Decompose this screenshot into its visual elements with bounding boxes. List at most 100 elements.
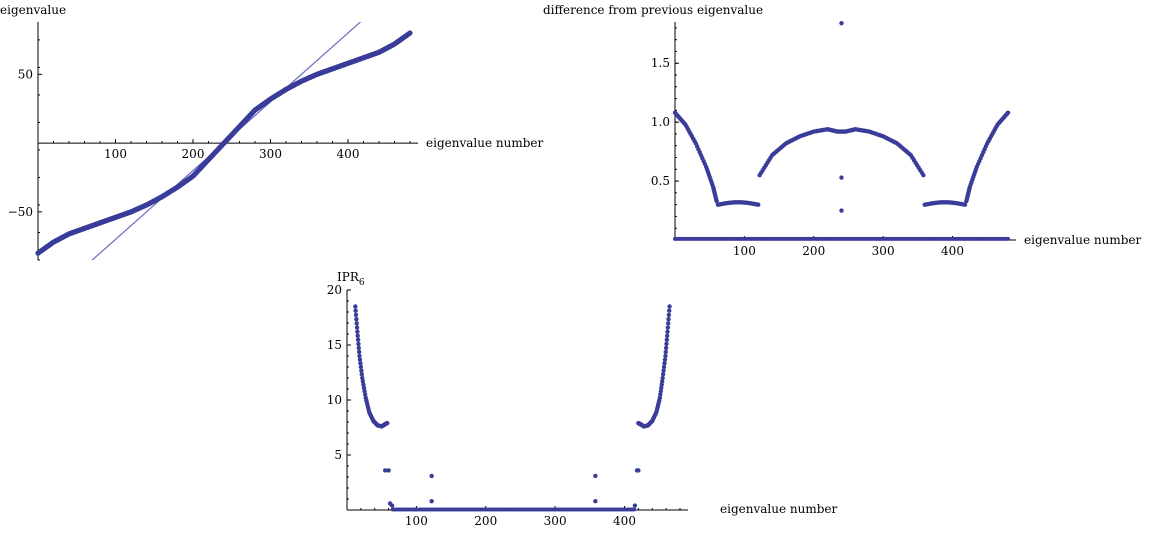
- data-point: [660, 375, 665, 381]
- data-point: [714, 198, 719, 204]
- plot1-xlabel: eigenvalue number: [426, 136, 543, 150]
- data-point: [359, 368, 364, 373]
- data-point: [658, 392, 663, 397]
- data-point: [636, 468, 641, 473]
- x-tick-label: 400: [613, 514, 636, 528]
- x-tick-label: 200: [474, 514, 497, 528]
- data-point: [659, 382, 664, 387]
- data-point: [360, 375, 365, 381]
- data-point: [389, 503, 395, 508]
- plot3-ticks: 100 200 300 400 5 10 15 20: [327, 283, 681, 528]
- x-tick-label: 200: [802, 244, 825, 258]
- data-point: [356, 345, 361, 351]
- data-point: [356, 349, 362, 355]
- y-tick-label: 10: [327, 393, 342, 407]
- data-point: [382, 468, 388, 473]
- eigenvalue-plot: 100 200 300 400 −50 50 eigenvalue eigenvalue …: [0, 3, 543, 261]
- data-point: [358, 364, 364, 370]
- x-tick-label: 100: [405, 514, 428, 528]
- data-point: [662, 357, 668, 362]
- data-point: [359, 372, 364, 377]
- plot3-marks: [353, 304, 672, 512]
- data-point: [386, 468, 391, 473]
- data-point: [666, 316, 671, 322]
- data-point: [663, 353, 668, 359]
- data-point: [661, 364, 667, 370]
- data-point: [407, 30, 413, 36]
- data-point: [385, 420, 390, 426]
- data-point: [429, 499, 434, 504]
- x-tick-label: 400: [941, 244, 964, 258]
- data-point: [355, 333, 360, 339]
- data-point: [839, 208, 844, 213]
- data-point: [667, 308, 672, 313]
- data-point: [756, 202, 761, 207]
- plot1-ticks: 100 200 300 400 −50 50: [8, 39, 411, 261]
- difference-plot: 100 200 300 400 0.5 1.0 1.5 difference from pr…: [543, 3, 1141, 258]
- ipr-plot: 100 200 300 400 5 10 15 20 IPR6 eigenvalue numb…: [327, 270, 838, 528]
- x-tick-label: 300: [872, 244, 895, 258]
- data-point: [839, 20, 844, 26]
- plot1-ylabel: eigenvalue: [0, 3, 66, 17]
- x-tick-label: 100: [104, 147, 127, 161]
- data-point: [353, 312, 359, 318]
- plot3-xlabel: eigenvalue number: [720, 502, 837, 516]
- data-point: [362, 392, 368, 397]
- plot3-ylabel-subscript: 6: [359, 278, 365, 288]
- x-tick-label: 300: [544, 514, 567, 528]
- x-tick-label: 300: [259, 147, 282, 161]
- data-point: [360, 379, 366, 384]
- data-point: [353, 308, 358, 313]
- plot3-ylabel: IPR6: [337, 270, 365, 288]
- data-point: [921, 172, 926, 178]
- data-point: [667, 304, 672, 309]
- data-point: [593, 473, 598, 479]
- y-tick-label: −50: [8, 205, 33, 219]
- plot2-ticks: 100 200 300 400 0.5 1.0 1.5: [651, 27, 1009, 258]
- data-point: [593, 499, 598, 504]
- data-point: [632, 507, 637, 512]
- data-point: [355, 329, 360, 334]
- data-point: [664, 333, 670, 339]
- data-point: [839, 175, 844, 180]
- data-point: [663, 349, 668, 355]
- data-point: [666, 312, 672, 318]
- data-point: [1005, 110, 1011, 115]
- data-point: [666, 321, 671, 326]
- data-point: [657, 395, 663, 400]
- data-point: [664, 337, 670, 343]
- data-point: [665, 325, 671, 330]
- data-point: [659, 379, 665, 384]
- data-point: [354, 325, 360, 330]
- data-point: [663, 345, 669, 351]
- y-tick-label: 15: [327, 338, 342, 352]
- x-tick-label: 100: [733, 244, 756, 258]
- data-point: [354, 321, 359, 326]
- data-point: [665, 329, 670, 334]
- data-point: [357, 353, 362, 359]
- data-point: [632, 503, 638, 508]
- plot2-marks: [672, 20, 1011, 241]
- data-point: [429, 473, 434, 479]
- x-tick-label: 200: [182, 147, 205, 161]
- data-point: [662, 361, 667, 366]
- data-point: [361, 385, 367, 391]
- data-point: [658, 389, 664, 394]
- data-point: [356, 341, 361, 347]
- plot2-ylabel: difference from previous eigenvalue: [543, 3, 763, 17]
- plot2-xlabel: eigenvalue number: [1024, 233, 1141, 247]
- data-point: [358, 361, 363, 366]
- data-point: [659, 385, 664, 391]
- data-point: [361, 382, 366, 387]
- data-point: [357, 357, 363, 362]
- y-tick-label: 1.5: [651, 56, 670, 70]
- data-point: [661, 368, 666, 373]
- y-tick-label: 20: [327, 283, 342, 297]
- data-point: [962, 202, 968, 207]
- plot3-ylabel-main: IPR: [337, 270, 360, 284]
- data-point: [660, 372, 666, 377]
- y-tick-label: 50: [18, 67, 33, 81]
- x-tick-label: 400: [337, 147, 360, 161]
- data-point: [355, 337, 361, 343]
